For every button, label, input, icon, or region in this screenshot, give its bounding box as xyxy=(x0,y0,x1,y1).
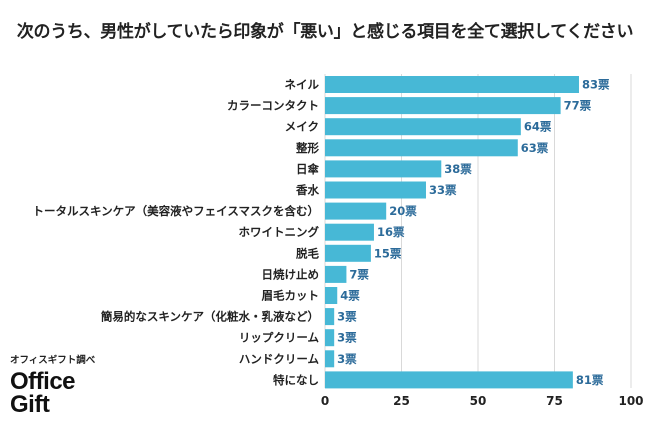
bar xyxy=(325,350,335,368)
bar xyxy=(325,223,374,241)
bar xyxy=(325,139,518,157)
value-label: 33票 xyxy=(429,183,457,197)
bar xyxy=(325,76,579,93)
bar xyxy=(325,265,347,283)
brand-subtitle: オフィスギフト調べ xyxy=(10,355,96,366)
category-label: 日焼け止め xyxy=(262,267,320,281)
category-label: 香水 xyxy=(295,183,319,197)
brand-logo: Office Gift xyxy=(10,368,76,418)
bar xyxy=(325,308,335,326)
category-label: トータルスキンケア（美容液やフェイスマスクを含む） xyxy=(33,204,319,218)
category-label: ホワイトニング xyxy=(239,225,320,239)
x-tick-label: 75 xyxy=(546,394,563,408)
value-label: 3票 xyxy=(337,310,357,324)
category-label: ネイル xyxy=(285,78,320,92)
value-label: 15票 xyxy=(374,246,402,260)
category-label: 簡易的なスキンケア（化粧水・乳液など） xyxy=(100,310,319,324)
bar xyxy=(325,202,387,220)
value-label: 3票 xyxy=(337,352,357,366)
x-tick-label: 0 xyxy=(321,394,329,408)
value-labels: 83票 77票 64票 63票 38票 33票 20票 16票 15票 7票 4票 3票 3票 3票 81票 xyxy=(337,78,610,387)
x-axis-ticks: 0 25 50 75 100 xyxy=(321,394,644,408)
value-label: 20票 xyxy=(389,204,417,218)
value-label: 77票 xyxy=(564,99,592,113)
chart-title: 次のうち、男性がしていたら印象が「悪い」と感じる項目を全て選択してください xyxy=(16,22,634,42)
category-label: 脱毛 xyxy=(296,246,319,260)
category-label: リップクリーム xyxy=(239,331,320,345)
bar xyxy=(325,329,335,347)
category-label: カラーコンタクト xyxy=(227,99,319,113)
category-label: 特になし xyxy=(273,373,319,387)
bar xyxy=(325,181,426,199)
bar xyxy=(325,244,371,262)
value-label: 83票 xyxy=(582,78,610,92)
value-label: 16票 xyxy=(377,225,405,239)
x-tick-label: 25 xyxy=(393,394,410,408)
x-tick-label: 100 xyxy=(618,394,643,408)
value-label: 4票 xyxy=(340,289,360,303)
bars xyxy=(325,76,579,389)
bar xyxy=(325,371,573,389)
value-label: 64票 xyxy=(524,120,552,134)
category-labels: ネイルカラーコンタクトメイク整形日傘香水トータルスキンケア（美容液やフェイスマス… xyxy=(33,78,320,387)
bar xyxy=(325,97,561,115)
x-tick-label: 50 xyxy=(470,394,487,408)
value-label: 63票 xyxy=(521,141,549,155)
value-label: 7票 xyxy=(349,267,369,281)
category-label: 日傘 xyxy=(296,162,319,176)
bar xyxy=(325,118,521,136)
bar xyxy=(325,160,442,178)
value-label: 81票 xyxy=(576,373,604,387)
category-label: ハンドクリーム xyxy=(239,352,320,366)
category-label: 整形 xyxy=(295,141,319,155)
category-label: メイク xyxy=(285,120,319,134)
brand-logo-line2: Gift xyxy=(10,391,50,418)
category-label: 眉毛カット xyxy=(262,289,320,303)
value-label: 38票 xyxy=(444,162,472,176)
bar xyxy=(325,287,338,304)
value-label: 3票 xyxy=(337,331,357,345)
brand-logo-line1: Office xyxy=(10,368,76,395)
